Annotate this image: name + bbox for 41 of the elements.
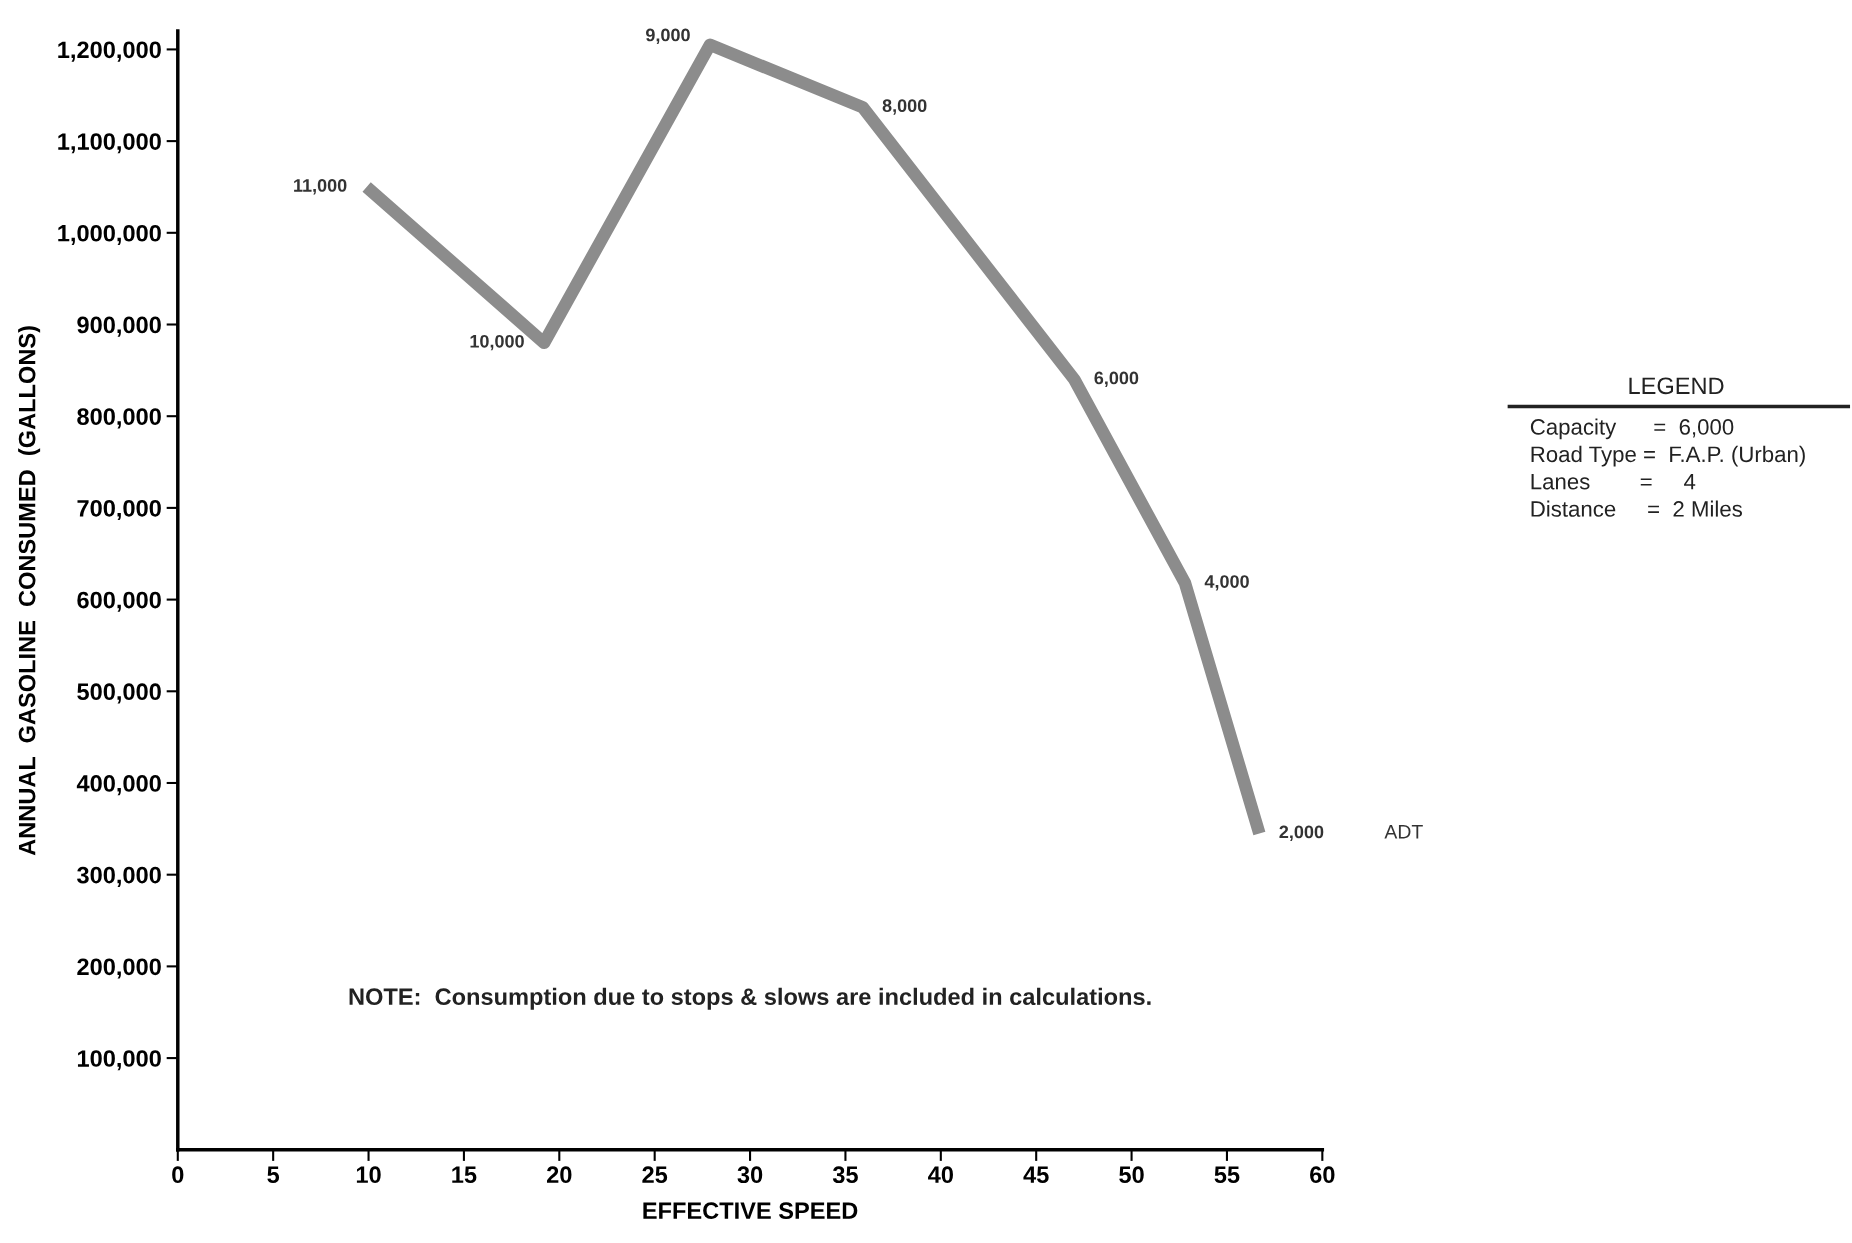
text: ADT (1384, 825, 1423, 839)
y-tick-label: 200,000 (77, 958, 161, 979)
y-tick-label: 900,000 (77, 316, 161, 337)
x-tick-label: 25 (642, 1166, 668, 1184)
annotation: 2,000 (1279, 825, 1324, 841)
y-tick-label: 1,200,000 (58, 41, 161, 62)
text: Distance = 2 Miles (1531, 500, 1742, 517)
annotation: 10,000 (470, 334, 524, 351)
x-tick-label: 50 (1119, 1166, 1144, 1184)
y-tick-label: 700,000 (77, 499, 161, 521)
x-tick-label: 40 (928, 1166, 953, 1184)
annotation: 8,000 (882, 99, 927, 115)
text: Road Type = F.A.P. (Urban) (1531, 445, 1805, 467)
annotation: 11,000 (294, 179, 347, 195)
text: Capacity = 6,000 (1530, 418, 1734, 440)
x-tick-label: 20 (546, 1166, 572, 1184)
y-tick-label: 400,000 (76, 775, 161, 796)
x-tick-label: 30 (737, 1166, 763, 1184)
x-axis-title: EFFECTIVE SPEED (643, 1202, 858, 1219)
y-tick-label: 600,000 (77, 591, 161, 612)
x-tick-label: 35 (832, 1166, 858, 1184)
annotation: 4,000 (1204, 575, 1249, 591)
x-tick-label: 60 (1310, 1166, 1335, 1184)
y-tick-label: 500,000 (77, 683, 161, 704)
annotation: 6,000 (1094, 371, 1139, 387)
y-tick-label: 800,000 (77, 408, 161, 429)
x-tick-label: 10 (356, 1166, 381, 1184)
text: LEGEND (1629, 377, 1724, 395)
x-tick-label: 55 (1214, 1166, 1240, 1184)
x-tick-label: 5 (267, 1166, 280, 1184)
x-tick-label: 45 (1023, 1166, 1049, 1184)
annotation: 9,000 (646, 28, 690, 44)
y-tick-label: 100,000 (77, 1050, 161, 1071)
x-tick-label: 0 (172, 1166, 184, 1184)
text: Lanes = 4 (1531, 473, 1696, 490)
x-tick-label: 15 (452, 1166, 477, 1184)
y-tick-label: 300,000 (77, 866, 161, 887)
y-tick-label: 1,100,000 (58, 133, 161, 154)
annotation: NOTE: Consumption due to stops & slows are included in calculations. (349, 987, 1151, 1010)
y-tick-label: 1,000,000 (58, 224, 161, 246)
y-axis-title: ANNUAL GASOLINE CONSUMED (GALLONS) (18, 326, 41, 856)
